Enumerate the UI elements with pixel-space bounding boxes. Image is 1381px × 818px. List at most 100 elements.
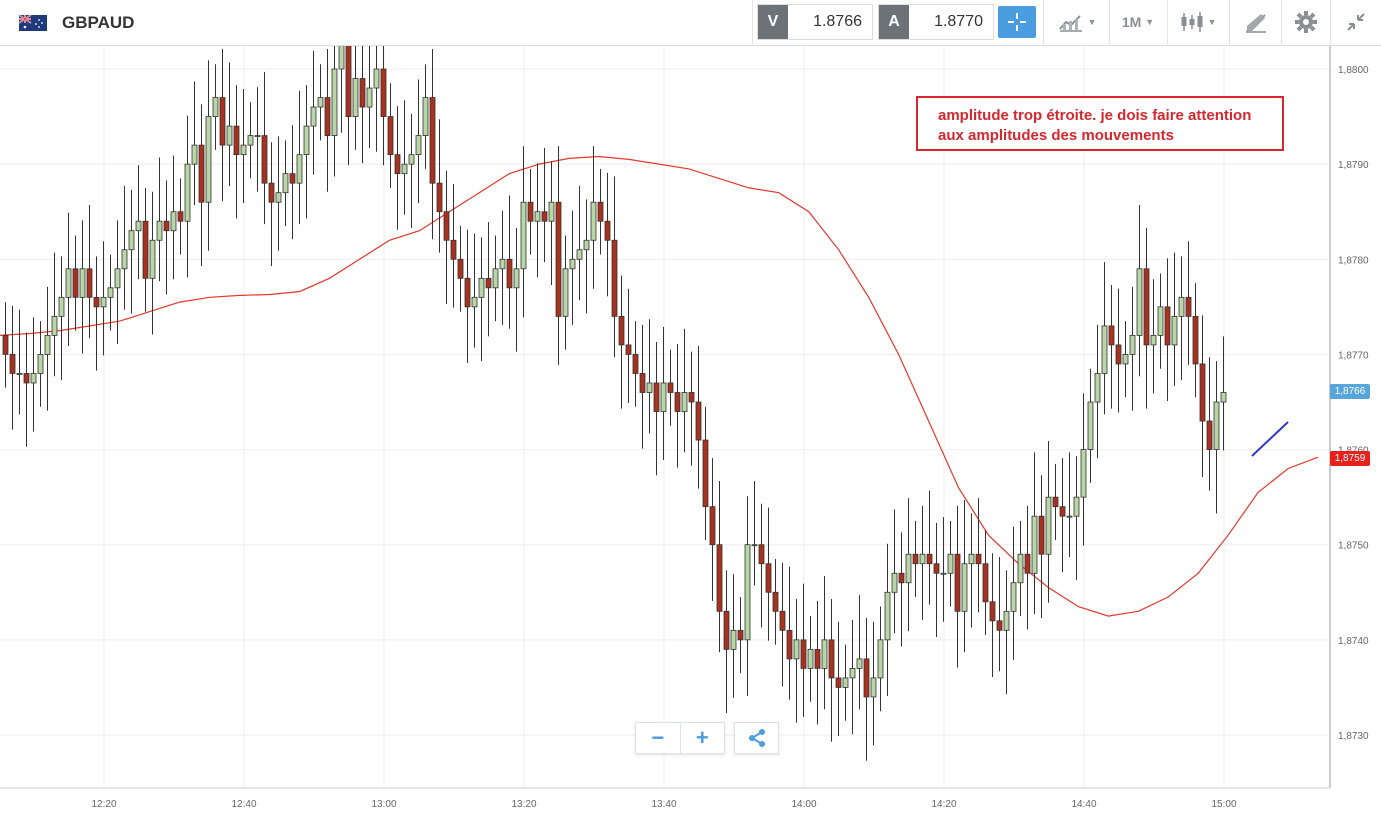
candle-body <box>1157 306 1164 336</box>
crosshair-icon <box>1008 13 1026 31</box>
candle-body <box>702 439 709 508</box>
candle-body <box>891 572 898 593</box>
buy-price: 1.8770 <box>934 13 983 30</box>
candle-body <box>856 658 863 669</box>
share-control <box>734 722 779 754</box>
gear-icon <box>1295 11 1317 33</box>
candle-body <box>275 192 282 203</box>
candle-body <box>597 201 604 222</box>
candle-body <box>940 572 947 575</box>
collapse-button[interactable] <box>1336 4 1376 40</box>
timeframe-label: 1M <box>1121 14 1142 30</box>
sell-price-button[interactable]: V 1.8766 <box>757 4 873 40</box>
candle-body <box>1059 506 1066 517</box>
candle-body <box>1136 268 1143 336</box>
candle-body <box>1101 325 1108 374</box>
candle-body <box>1108 325 1115 346</box>
candle-body <box>149 239 156 279</box>
timeframe-button[interactable]: 1M ▼ <box>1114 4 1162 40</box>
price-chart[interactable]: 1,8730 1,8740 1,8750 1,8760 1,8770 1,8780 1,87… <box>0 46 1381 818</box>
candle-body <box>989 601 996 622</box>
candle-body <box>310 106 317 127</box>
settings-button[interactable] <box>1287 4 1325 40</box>
candle-body <box>1066 515 1073 518</box>
candle-body <box>968 553 975 565</box>
toolbar-divider <box>1229 0 1230 46</box>
candle-body <box>688 392 695 403</box>
buy-price-button[interactable]: A 1.8770 <box>878 4 994 40</box>
candle-body <box>58 296 65 317</box>
candle-body <box>926 553 933 565</box>
candle-body <box>401 163 408 175</box>
candle-body <box>177 211 184 222</box>
candle-body <box>135 220 142 232</box>
candle-body <box>681 392 688 412</box>
toolbar-divider <box>1281 0 1282 46</box>
candle-body <box>345 46 352 117</box>
candle-body <box>37 354 44 374</box>
chart-type-button[interactable]: ▼ <box>1050 4 1104 40</box>
candle-body <box>667 382 674 393</box>
share-button[interactable] <box>735 723 778 753</box>
candle-style-button[interactable]: ▼ <box>1172 4 1224 40</box>
candle-body <box>807 648 814 669</box>
candle-body <box>562 268 569 317</box>
candle-body <box>527 201 534 222</box>
collapse-icon <box>1347 13 1365 31</box>
candle-body <box>247 135 254 146</box>
candle-body <box>506 258 513 289</box>
sell-price: 1.8766 <box>813 13 862 30</box>
crosshair-button[interactable] <box>998 6 1036 38</box>
candle-body <box>737 629 744 641</box>
y-tick-label: 1,8760 <box>1338 446 1369 457</box>
candle-body <box>912 553 919 565</box>
candle-body <box>415 135 422 156</box>
candle-body <box>1003 610 1010 631</box>
zoom-in-button[interactable]: + <box>679 723 725 753</box>
candle-body <box>933 563 940 574</box>
zoom-out-button[interactable]: − <box>651 725 665 750</box>
candle-body <box>128 230 135 251</box>
candle-body <box>541 211 548 222</box>
x-tick-label: 14:00 <box>791 799 816 810</box>
candle-body <box>422 97 429 137</box>
candle-body <box>1031 515 1038 574</box>
candle-body <box>478 277 485 298</box>
candle-body <box>184 163 191 222</box>
annotation-note[interactable]: amplitude trop étroite. je dois faire at… <box>916 96 1284 151</box>
candle-body <box>198 144 205 203</box>
candle-body <box>849 668 856 679</box>
share-icon <box>748 729 765 747</box>
toolbar-divider <box>1167 0 1168 46</box>
instrument-symbol: GBPAUD <box>62 13 135 32</box>
candle-body <box>9 354 16 374</box>
candle-body <box>632 354 639 374</box>
trend-line[interactable] <box>1251 421 1289 457</box>
candle-body <box>1129 334 1136 355</box>
drawing-tools-button[interactable] <box>1236 4 1276 40</box>
candle-body <box>751 544 758 547</box>
x-tick-label: 13:40 <box>651 799 676 810</box>
x-tick-label: 12:20 <box>91 799 116 810</box>
chevron-down-icon: ▼ <box>1145 17 1155 27</box>
candle-body <box>317 97 324 108</box>
candle-body <box>1087 401 1094 450</box>
candle-body <box>786 629 793 660</box>
candle-body <box>961 563 968 612</box>
candle-body <box>996 620 1003 631</box>
candle-body <box>93 296 100 308</box>
candle-body <box>233 125 240 156</box>
candle-body <box>1171 315 1178 346</box>
candle-body <box>695 401 702 441</box>
candle-body <box>730 629 737 650</box>
candle-body <box>65 268 72 298</box>
y-tick-label: 1,8770 <box>1338 350 1369 361</box>
candle-body <box>387 116 394 156</box>
candle-body <box>107 287 114 298</box>
candle-body <box>205 116 212 203</box>
candle-body <box>86 268 93 298</box>
candle-body <box>324 97 331 137</box>
chart-toolbar: GBPAUD V 1.8766 A 1.8770 ▼ 1M ▼ <box>0 0 1381 46</box>
annotation-line-1: amplitude trop étroite. je dois faire at… <box>938 107 1252 124</box>
candle-body <box>1199 363 1206 422</box>
